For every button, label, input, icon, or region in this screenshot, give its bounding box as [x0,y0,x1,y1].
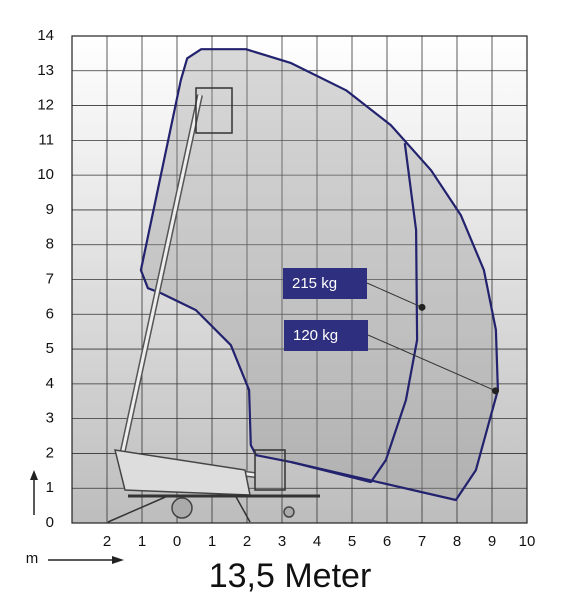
x-tick-label: 1 [208,533,216,550]
machine [107,87,320,523]
y-tick-label: 0 [46,514,54,531]
x-arrowhead [112,556,124,564]
y-tick-label: 11 [38,131,54,148]
x-unit: m [26,550,39,567]
x-tick-label: 9 [488,533,496,550]
y-tick-label: 9 [46,201,54,218]
x-tick-label: 6 [383,533,391,550]
x-tick-label: 10 [519,533,536,550]
chart-title: 13,5 Meter [209,557,372,595]
x-tick-label: 4 [313,533,321,550]
y-tick-label: 14 [37,27,54,44]
load-point [492,387,499,395]
load-label-box [283,268,367,299]
y-tick-label: 6 [46,305,54,322]
y-tick-label: 12 [37,97,54,114]
x-tick-label: 5 [348,533,356,550]
y-tick-label: 13 [37,62,54,79]
x-tick-label: 7 [418,533,426,550]
y-tick-label: 7 [46,270,54,287]
x-tick-label: 0 [173,533,181,550]
leader-line [367,334,496,392]
load-label: 215 kg [292,275,337,292]
x-tick-label: 2 [103,533,111,550]
y-tick-label: 2 [46,444,54,461]
x-tick-label: 3 [278,533,286,550]
y-tick-label: 5 [46,340,54,357]
x-tick-label: 8 [453,533,461,550]
leader-line [366,282,423,308]
load-point [418,303,426,311]
y-tick-label: 1 [46,479,54,496]
x-tick-label: 2 [243,533,251,550]
y-tick-label: 8 [46,236,54,253]
load-label-box [284,320,368,351]
y-tick-label: 3 [46,410,54,427]
x-tick-label: 1 [138,533,146,550]
load-label: 120 kg [293,327,338,344]
plot-frame [71,35,528,524]
y-arrowhead [30,470,38,480]
y-tick-label: 4 [46,375,54,392]
range-envelope [290,142,419,484]
y-tick-label: 10 [37,166,54,183]
